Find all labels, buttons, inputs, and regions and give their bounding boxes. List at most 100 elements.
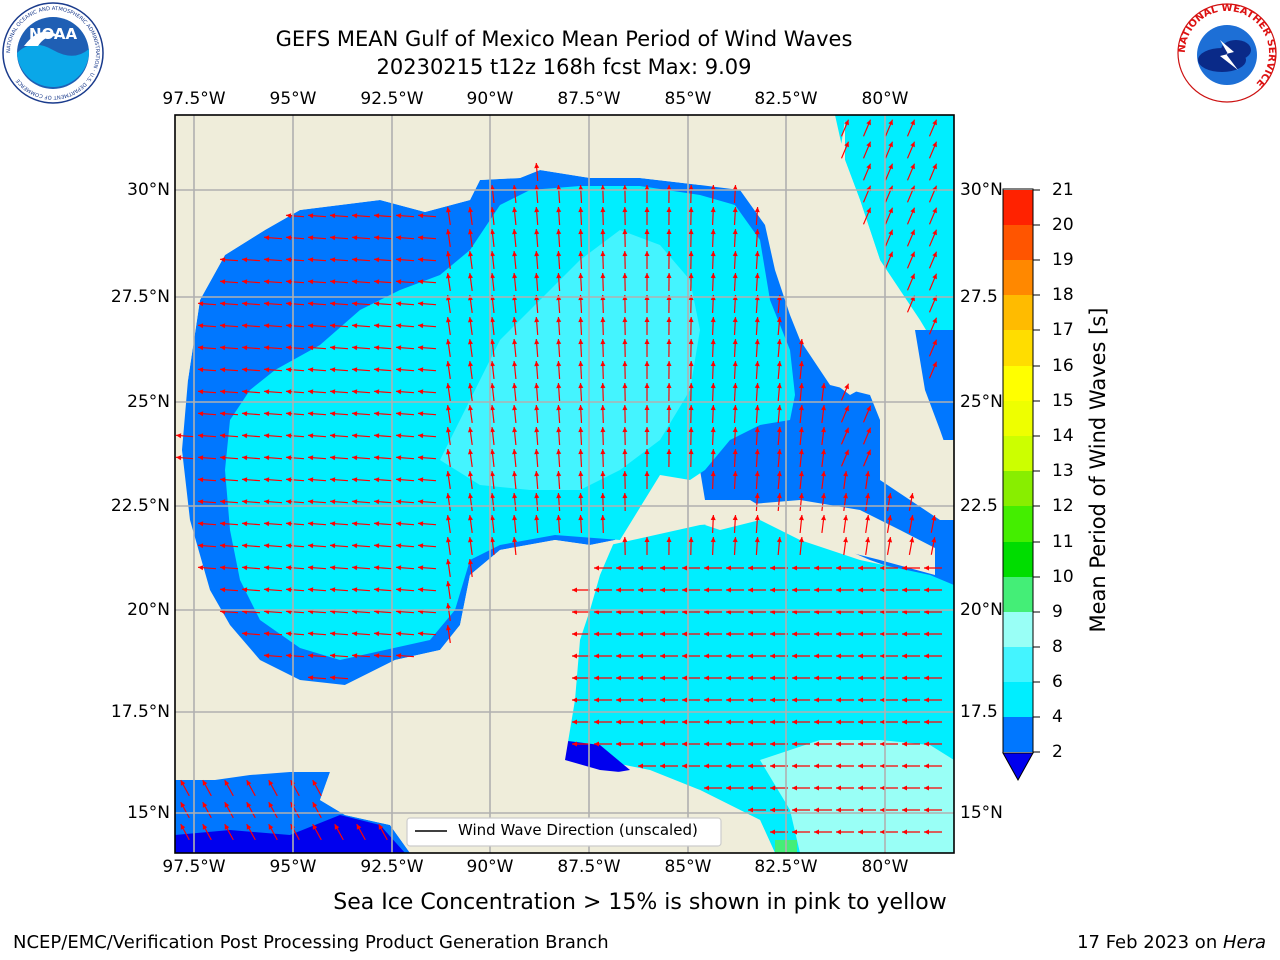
wave-direction-arrowhead (180, 824, 186, 830)
wave-direction-arrowhead (888, 229, 893, 236)
wave-direction-arrowhead (374, 345, 380, 351)
wave-direction-arrowhead (932, 141, 937, 148)
wave-direction-arrowhead (710, 515, 716, 521)
wave-direction-arrowhead (578, 185, 584, 191)
wave-direction-arrowhead (264, 477, 270, 483)
wave-direction-arrowhead (534, 229, 540, 235)
wave-direction-arrowhead (858, 565, 863, 571)
wave-direction-arrowhead (644, 251, 650, 256)
lon-label-bottom: 90°W (466, 857, 514, 877)
wave-direction-arrowhead (770, 675, 775, 681)
wave-direction-arrowhead (468, 229, 473, 235)
wave-direction-arrowhead (352, 345, 358, 351)
wave-direction-arrowhead (814, 807, 819, 813)
wave-direction-arrowhead (644, 273, 650, 278)
wave-direction-arrowhead (594, 675, 599, 681)
wave-direction-arrowhead (308, 653, 314, 659)
colorbar-tick-label: 8 (1052, 637, 1063, 657)
wave-direction-arrowhead (858, 697, 863, 703)
wave-direction-arrowhead (396, 279, 402, 285)
wave-direction-arrowhead (572, 697, 577, 703)
wave-direction-arrowhead (286, 257, 292, 263)
wave-direction-arrowhead (843, 515, 848, 521)
wave-direction-arrowhead (910, 141, 915, 148)
wave-direction-arrowhead (396, 499, 402, 505)
wave-direction-arrowhead (770, 697, 775, 703)
wave-direction-arrowhead (490, 493, 495, 499)
wave-direction-arrowhead (836, 785, 841, 791)
wave-direction-arrowhead (264, 367, 270, 373)
lat-label-left: 20°N (127, 600, 170, 620)
wave-direction-arrowhead (578, 207, 584, 213)
wave-direction-arrowhead (638, 565, 643, 571)
wave-direction-arrowhead (512, 515, 518, 521)
wave-direction-arrowhead (770, 719, 775, 725)
wave-direction-arrowhead (396, 411, 402, 417)
footer-host: Hera (1222, 932, 1266, 953)
lat-label-right: 20°N (960, 600, 1003, 620)
wave-direction-arrowhead (242, 631, 248, 637)
wave-direction-arrowhead (616, 587, 621, 593)
wave-direction-arrowhead (748, 719, 753, 725)
wave-direction-arrowhead (704, 675, 709, 681)
wave-direction-arrowhead (880, 741, 885, 747)
wave-direction-arrowhead (754, 361, 760, 367)
wave-direction-arrowhead (726, 631, 731, 637)
wave-direction-arrowhead (931, 515, 937, 521)
wave-direction-arrowhead (578, 339, 584, 345)
us-coast-land (175, 115, 835, 400)
wave-direction-arrowhead (704, 697, 709, 703)
colorbar-tick-label: 9 (1052, 602, 1063, 622)
wave-direction-arrowhead (726, 763, 731, 769)
wave-direction-arrowhead (198, 477, 204, 483)
wave-direction-arrowhead (468, 493, 473, 499)
wave-direction-arrowhead (858, 785, 863, 791)
wave-direction-arrowhead (666, 405, 672, 410)
wave-direction-arrowhead (710, 185, 716, 191)
wave-direction-arrowhead (814, 653, 819, 659)
wave-direction-arrowhead (264, 345, 270, 351)
wave-direction-arrowhead (374, 521, 380, 527)
wave-direction-arrowhead (660, 741, 665, 747)
wave-direction-arrowhead (660, 697, 665, 703)
wave-direction-arrowhead (556, 405, 562, 411)
wave-direction-arrowhead (242, 455, 248, 461)
wave-direction-arrowhead (748, 631, 753, 637)
wave-direction-arrowhead (888, 207, 893, 214)
wave-direction-arrowhead (682, 565, 687, 571)
wave-direction-arrowhead (396, 323, 402, 329)
wave-direction-arrowhead (198, 411, 204, 417)
wave-direction-arrowhead (396, 653, 402, 659)
wave-direction-arrowhead (312, 824, 318, 830)
wave-direction-arrowhead (578, 449, 584, 455)
colorbar-block (1003, 225, 1033, 260)
wave-direction-arrowhead (556, 361, 562, 367)
wave-direction-arrowhead (352, 499, 358, 505)
wave-direction-arrowhead (468, 207, 473, 213)
wave-direction-arrowhead (910, 207, 915, 214)
wave-direction-arrowhead (374, 543, 380, 549)
wave-direction-arrowhead (866, 119, 871, 126)
wave-direction-arrowhead (286, 235, 292, 241)
wave-direction-arrowhead (887, 537, 893, 543)
wave-direction-arrowhead (660, 653, 665, 659)
wave-direction-arrowhead (268, 780, 274, 786)
wave-direction-arrowhead (512, 251, 518, 257)
wave-direction-arrowhead (924, 719, 929, 725)
wave-direction-arrowhead (594, 697, 599, 703)
wave-direction-arrowhead (644, 317, 650, 322)
wave-direction-arrowhead (644, 229, 650, 234)
wave-direction-arrowhead (682, 697, 687, 703)
wave-direction-arrowhead (330, 653, 336, 659)
wave-direction-arrowhead (726, 785, 731, 791)
wave-direction-arrowhead (644, 537, 650, 542)
wave-direction-arrowhead (198, 521, 204, 527)
wave-direction-arrowhead (352, 213, 358, 219)
wave-direction-arrowhead (418, 455, 424, 461)
wave-direction-arrowhead (512, 383, 518, 389)
wave-direction-arrowhead (468, 251, 473, 257)
wave-direction-arrowhead (512, 207, 518, 213)
wave-direction-arrowhead (866, 405, 871, 412)
wave-direction-arrowhead (512, 449, 518, 455)
wave-direction-arrowhead (286, 455, 292, 461)
